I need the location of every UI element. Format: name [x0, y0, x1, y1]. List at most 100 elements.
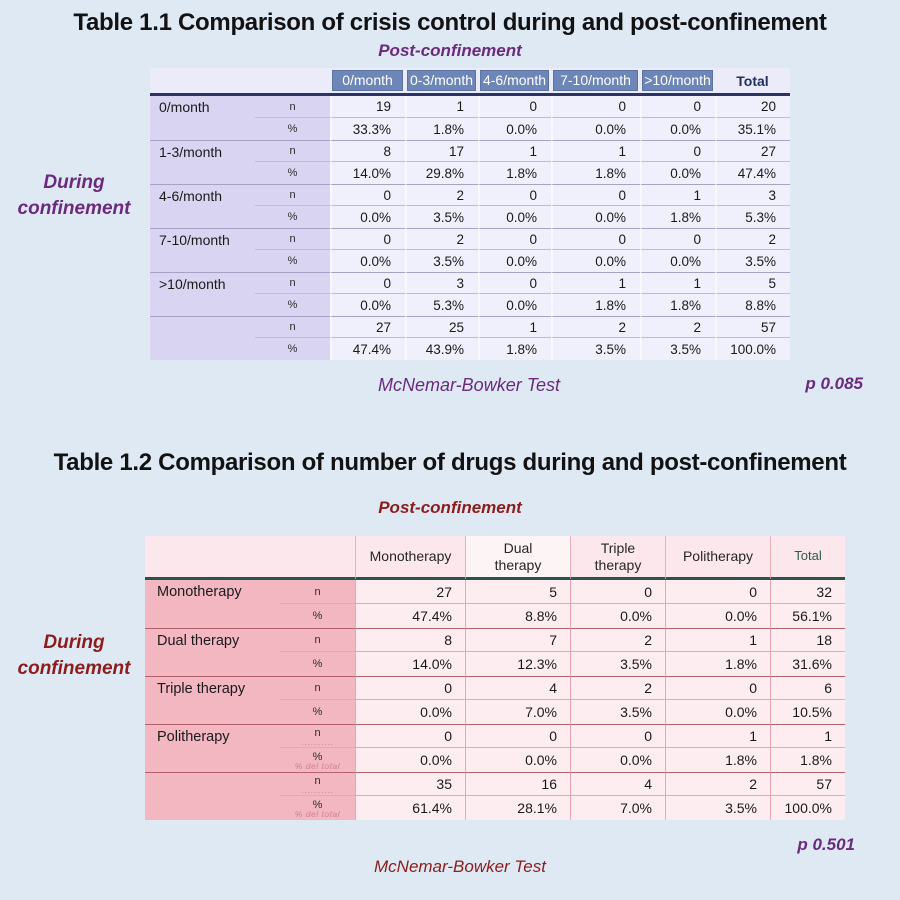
- sub-label-text: n: [289, 145, 296, 157]
- sub-label-n: n: [255, 316, 330, 338]
- n-value-cell: 57: [715, 316, 790, 338]
- row-label: [145, 772, 280, 820]
- pct-value-cell: 14.0%: [355, 652, 465, 676]
- pct-value-cell: 47.4%: [715, 162, 790, 184]
- pct-value-cell: 0.0%: [330, 250, 405, 272]
- sub-label-text: %: [287, 167, 298, 179]
- pct-value-cell: 7.0%: [570, 796, 665, 820]
- table1-during-confinement-label: During confinement: [17, 172, 131, 219]
- sub-label-text: n: [289, 277, 296, 289]
- n-value-cell: 0: [640, 96, 715, 118]
- sub-label-text: %: [312, 799, 323, 811]
- row-label: Politherapy: [145, 724, 280, 772]
- pct-value-cell: 61.4%: [355, 796, 465, 820]
- sub-label-text: n: [314, 775, 321, 787]
- row-label: 1-3/month: [150, 140, 255, 184]
- sub-label-pct: %: [255, 206, 330, 228]
- column-header-chip: 0-3/month: [407, 69, 476, 91]
- pct-value-cell: 3.5%: [405, 206, 478, 228]
- table-corner: [150, 68, 330, 96]
- sub-label-n: n: [280, 628, 355, 652]
- column-header: 0-3/month: [405, 68, 478, 96]
- pct-value-cell: 1.8%: [770, 748, 845, 772]
- pct-value-cell: 0.0%: [465, 748, 570, 772]
- column-header-chip: >10/month: [642, 69, 713, 91]
- sub-label-n: n: [255, 140, 330, 162]
- pct-value-cell: 1.8%: [405, 118, 478, 140]
- sub-label-text: n: [289, 100, 296, 113]
- n-value-cell: 0: [640, 140, 715, 162]
- n-value-cell: 2: [405, 184, 478, 206]
- n-value-cell: 7: [465, 628, 570, 652]
- n-value-cell: 5: [715, 272, 790, 294]
- row-label: >10/month: [150, 272, 255, 316]
- sub-label-text: n: [289, 321, 296, 333]
- pct-value-cell: 1.8%: [665, 652, 770, 676]
- pct-value-cell: 3.5%: [570, 700, 665, 724]
- pct-value-cell: 10.5%: [770, 700, 845, 724]
- n-value-cell: 27: [715, 140, 790, 162]
- table2-p-value: p 0.501: [797, 835, 855, 854]
- drugs-table: Monotherapy Dual therapy Triple therapy Pol…: [145, 536, 845, 820]
- n-value-cell: 4: [465, 676, 570, 700]
- n-value-cell: 0: [478, 96, 551, 118]
- n-value-cell: 0: [330, 228, 405, 250]
- column-header-chip: 0/month: [332, 69, 403, 91]
- pct-value-cell: 100.0%: [715, 338, 790, 360]
- column-header-chip: 4-6/month: [480, 69, 549, 91]
- table2-post-confinement-label: Post-confinement: [378, 498, 522, 517]
- pct-value-cell: 28.1%: [465, 796, 570, 820]
- n-value-cell: 3: [405, 272, 478, 294]
- pct-value-cell: 3.5%: [665, 796, 770, 820]
- n-value-cell: 0: [570, 580, 665, 604]
- pct-value-cell: 0.0%: [478, 118, 551, 140]
- n-value-cell: 1: [665, 628, 770, 652]
- pct-value-cell: 47.4%: [355, 604, 465, 628]
- n-value-cell: 2: [551, 316, 640, 338]
- sub-label-text: n: [314, 585, 321, 598]
- sub-label-text: %: [287, 255, 298, 267]
- pct-value-cell: 3.5%: [551, 338, 640, 360]
- sub-label-pct: %: [280, 604, 355, 628]
- pct-value-cell: 1.8%: [478, 338, 551, 360]
- n-value-cell: 1: [551, 140, 640, 162]
- n-value-cell: 0: [640, 228, 715, 250]
- pct-value-cell: 0.0%: [330, 294, 405, 316]
- sub-label-text: %: [312, 706, 323, 718]
- n-value-cell: 16: [465, 772, 570, 796]
- table-corner: [145, 536, 355, 580]
- column-header-chip: 7-10/month: [553, 69, 638, 91]
- n-value-cell: 6: [770, 676, 845, 700]
- row-label: [150, 316, 255, 360]
- pct-value-cell: 0.0%: [355, 748, 465, 772]
- table1-title: Table 1.1 Comparison of crisis control d…: [73, 9, 827, 36]
- pct-value-cell: 5.3%: [405, 294, 478, 316]
- n-value-cell: 57: [770, 772, 845, 796]
- n-value-cell: 20: [715, 96, 790, 118]
- sub-label-text: n: [314, 634, 321, 646]
- column-header: >10/month: [640, 68, 715, 96]
- pct-value-cell: 1.8%: [640, 206, 715, 228]
- sub-label-pct: %: [280, 652, 355, 676]
- sub-label-n: n...........: [280, 772, 355, 796]
- pct-value-cell: 47.4%: [330, 338, 405, 360]
- n-value-cell: 1: [478, 316, 551, 338]
- pct-value-cell: 0.0%: [640, 162, 715, 184]
- pct-value-cell: 1.8%: [478, 162, 551, 184]
- n-value-cell: 2: [665, 772, 770, 796]
- pct-value-cell: 0.0%: [551, 118, 640, 140]
- n-value-cell: 1: [640, 272, 715, 294]
- sub-label-text: %: [287, 211, 298, 223]
- pct-value-cell: 0.0%: [478, 206, 551, 228]
- n-value-cell: 0: [478, 184, 551, 206]
- n-value-cell: 17: [405, 140, 478, 162]
- table1-post-confinement-label: Post-confinement: [378, 41, 522, 60]
- pct-value-cell: 1.8%: [665, 748, 770, 772]
- n-value-cell: 1: [551, 272, 640, 294]
- pct-value-cell: 1.8%: [551, 162, 640, 184]
- row-label: 7-10/month: [150, 228, 255, 272]
- n-value-cell: 0: [330, 184, 405, 206]
- pct-value-cell: 0.0%: [551, 206, 640, 228]
- column-header: 4-6/month: [478, 68, 551, 96]
- column-header: Dual therapy: [465, 536, 570, 580]
